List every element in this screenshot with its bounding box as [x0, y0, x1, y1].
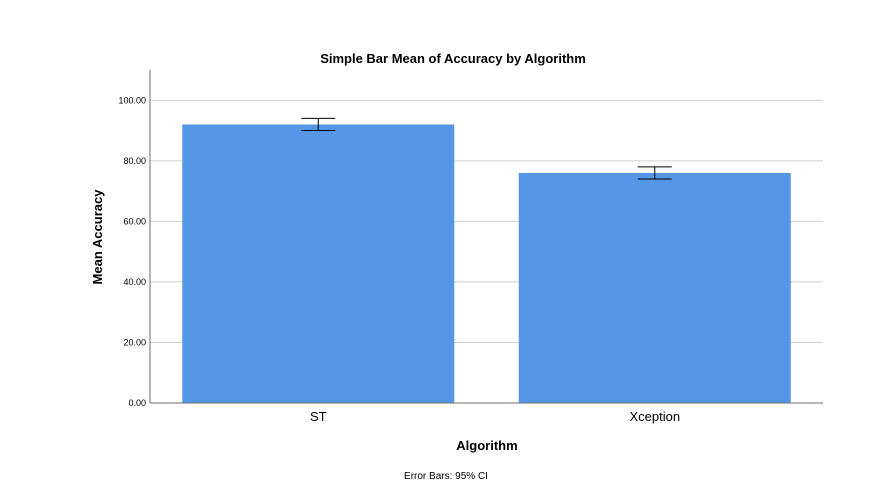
y-tick-label: 0.00	[128, 398, 146, 408]
y-axis-label: Mean Accuracy	[90, 189, 105, 285]
y-tick-label: 40.00	[123, 277, 146, 287]
x-axis-label: Algorithm	[456, 438, 517, 453]
bar	[518, 172, 791, 403]
y-tick-label: 60.00	[123, 216, 146, 226]
chart-title: Simple Bar Mean of Accuracy by Algorithm	[320, 51, 586, 66]
y-tick-labels: 0.00 20.00 40.00 60.00 80.00 100.00	[118, 95, 146, 408]
x-tick-label: ST	[310, 409, 327, 424]
error-bars-footnote: Error Bars: 95% CI	[404, 471, 488, 482]
bars	[182, 117, 791, 403]
y-tick-label: 100.00	[118, 95, 146, 105]
axes	[149, 70, 823, 404]
x-tick-labels: ST Xception	[310, 409, 680, 424]
x-tick-label: Xception	[629, 409, 680, 424]
bar	[182, 124, 455, 403]
y-tick-label: 80.00	[123, 156, 146, 166]
y-tick-label: 20.00	[123, 337, 146, 347]
